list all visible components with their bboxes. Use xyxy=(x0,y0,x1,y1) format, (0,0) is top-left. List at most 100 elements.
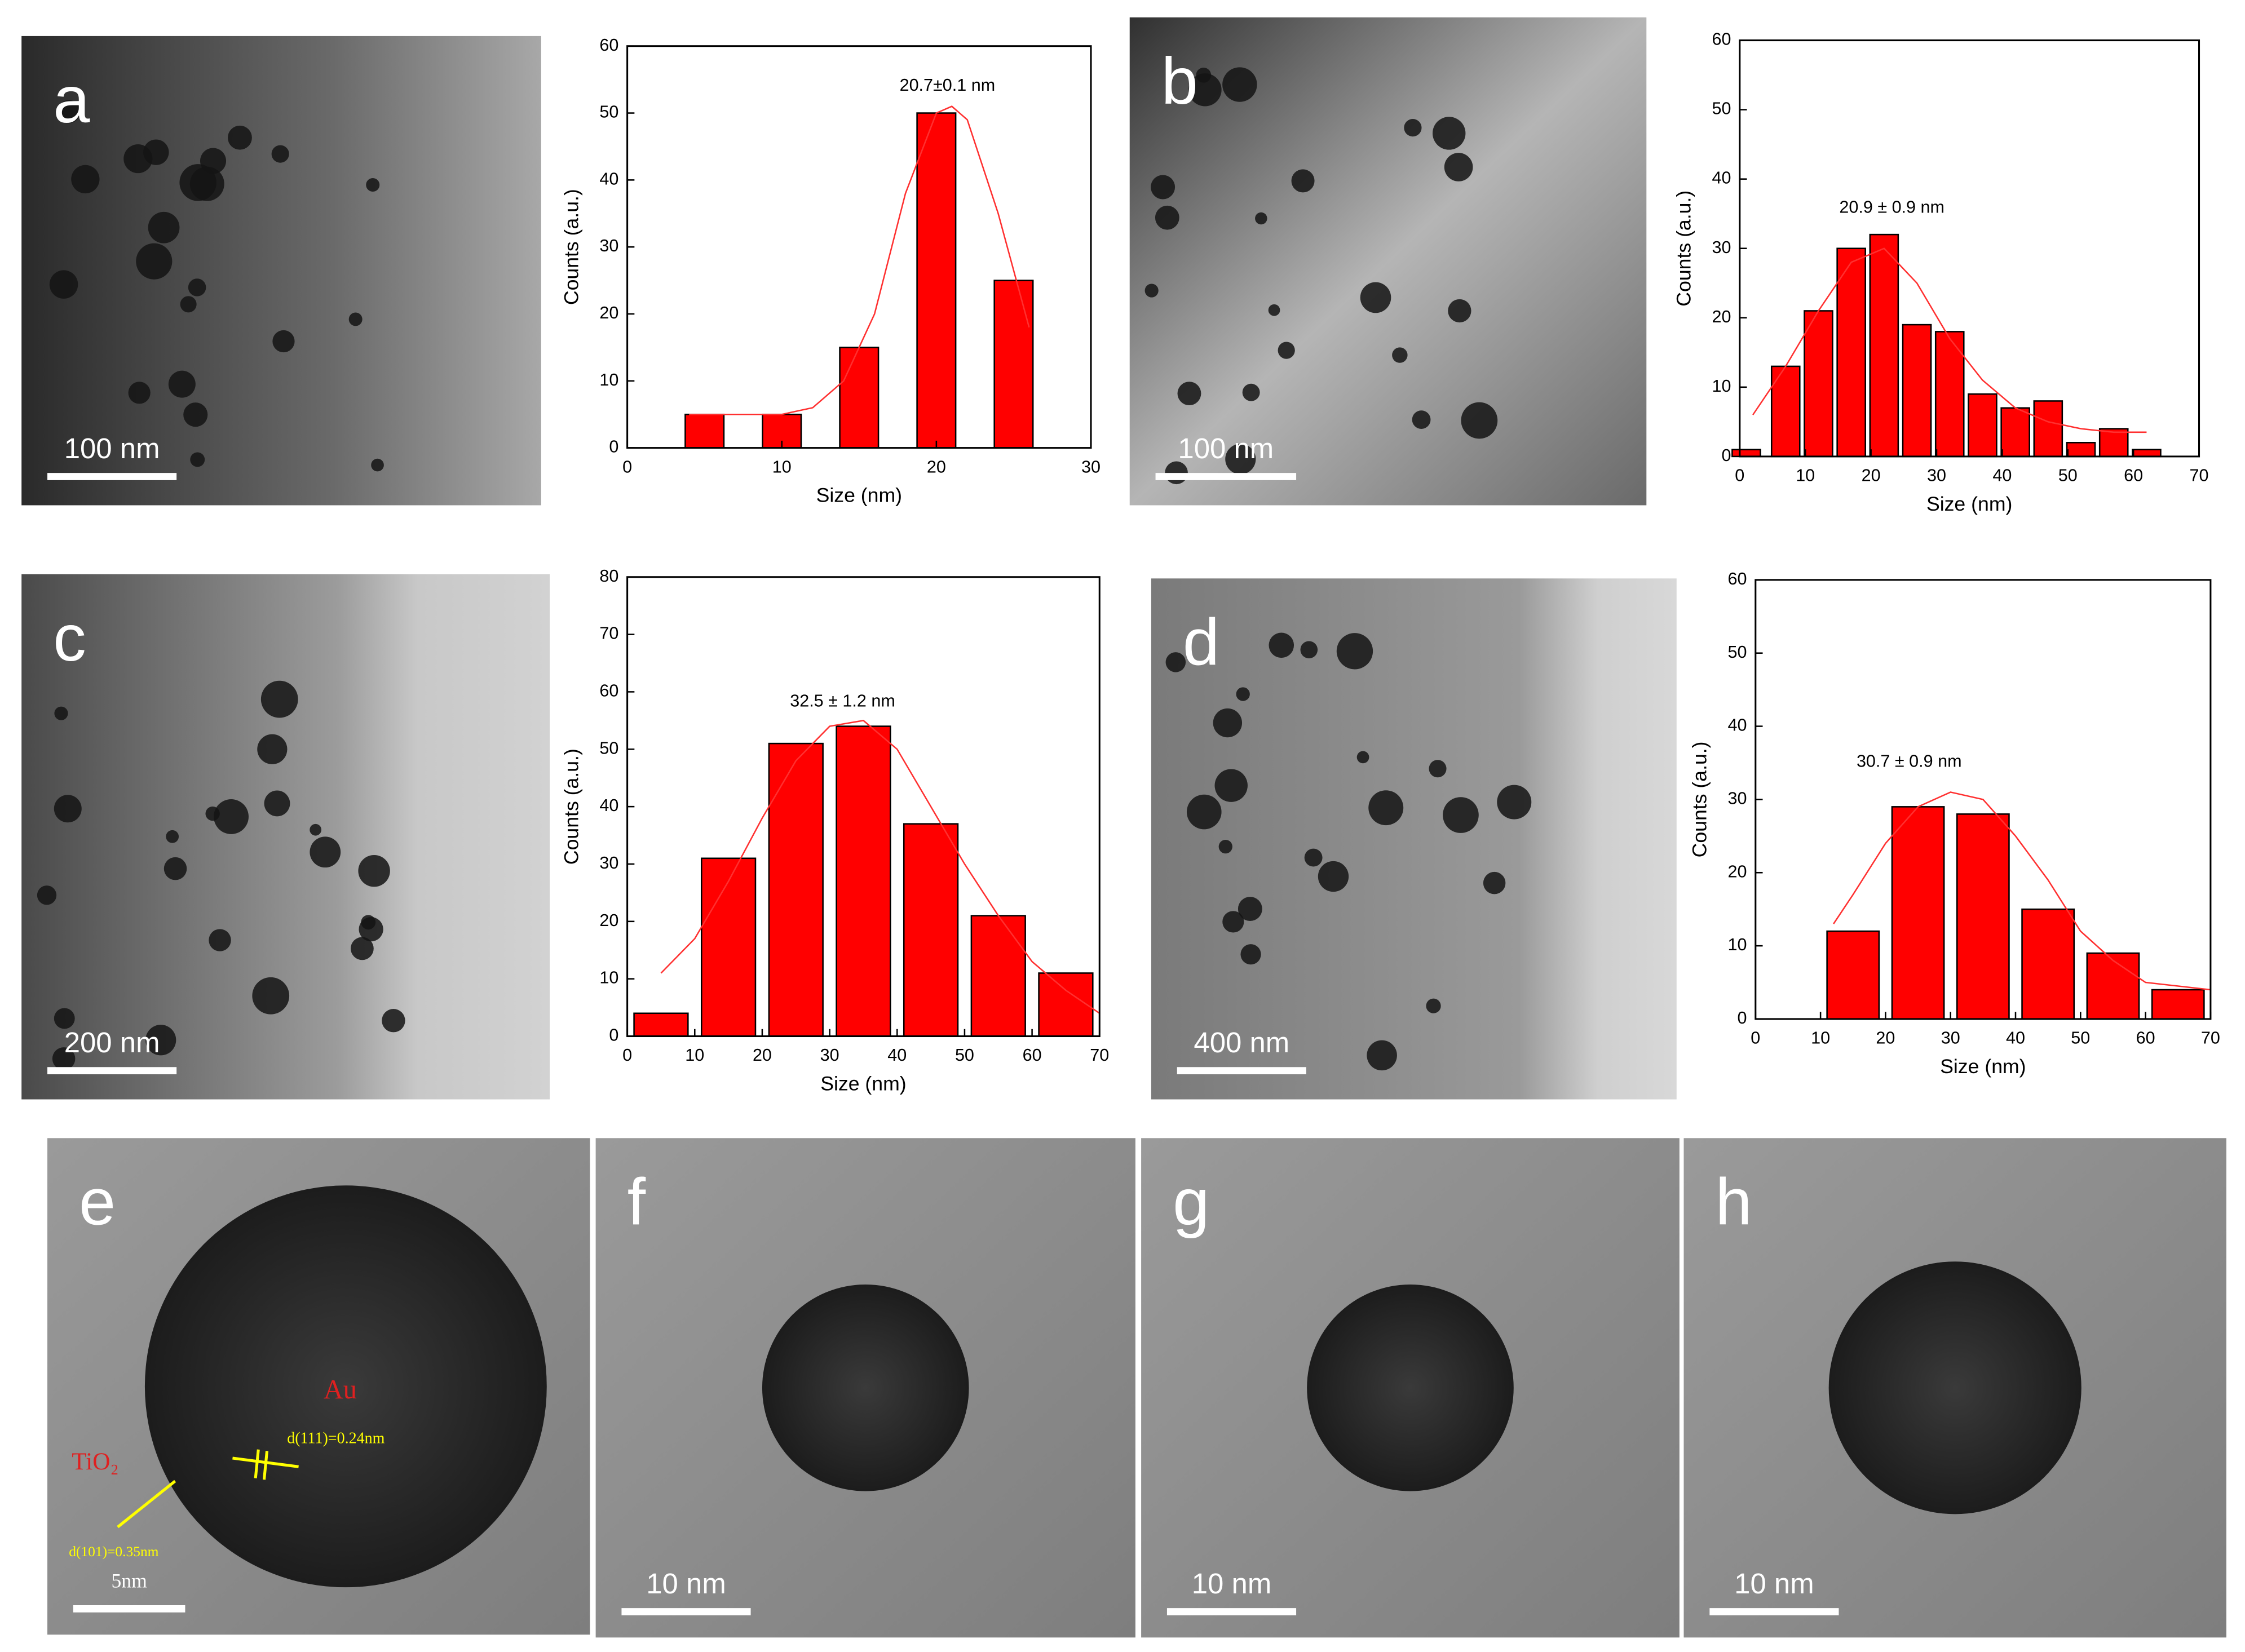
scale-bar-label: 100 nm xyxy=(1178,432,1274,464)
scale-bar-label: 10 nm xyxy=(646,1567,726,1600)
y-tick-label: 20 xyxy=(599,303,618,322)
x-tick-label: 60 xyxy=(2136,1029,2155,1048)
particle xyxy=(1461,402,1498,439)
bar xyxy=(839,347,880,449)
x-tick-label: 10 xyxy=(1796,466,1815,485)
particle xyxy=(163,857,187,880)
fit-curve xyxy=(660,720,1100,1014)
x-tick-label: 0 xyxy=(1735,466,1744,485)
bar xyxy=(2151,989,2205,1020)
y-tick-label: 30 xyxy=(1728,789,1747,808)
particle xyxy=(1483,871,1506,894)
particle xyxy=(54,706,68,720)
x-tick-label: 40 xyxy=(2006,1029,2025,1048)
y-tick-label: 10 xyxy=(599,968,618,987)
y-tick-label: 0 xyxy=(1722,446,1731,465)
y-tick-label: 10 xyxy=(1728,935,1747,954)
bar xyxy=(2021,908,2075,1020)
bar xyxy=(2086,952,2140,1020)
particle xyxy=(252,977,290,1015)
y-axis-title: Counts (a.u.) xyxy=(1688,741,1711,857)
bar xyxy=(1891,806,1945,1020)
particle xyxy=(1165,461,1188,485)
particle xyxy=(1318,861,1349,892)
bar xyxy=(970,915,1026,1037)
particle xyxy=(371,458,384,472)
nanoparticle xyxy=(1828,1261,2082,1514)
y-axis-title: Counts (a.u.) xyxy=(1672,191,1695,307)
particle xyxy=(1360,282,1391,313)
x-tick-label: 50 xyxy=(2071,1029,2090,1048)
bar xyxy=(633,1012,689,1037)
y-tick-label: 20 xyxy=(599,911,618,930)
y-tick-label: 20 xyxy=(1712,307,1731,326)
particle xyxy=(1412,410,1431,429)
tem-image xyxy=(1151,578,1677,1100)
particle xyxy=(1144,284,1159,298)
bar xyxy=(1804,310,1833,458)
particle xyxy=(1177,382,1201,406)
annotation: 20.7±0.1 nm xyxy=(900,76,996,95)
particle xyxy=(54,1008,75,1029)
particle xyxy=(54,795,82,823)
y-tick-label: 0 xyxy=(609,437,618,457)
bar xyxy=(700,857,757,1037)
particle xyxy=(1196,67,1212,83)
fit-curve xyxy=(1833,791,2211,991)
bar xyxy=(993,280,1034,449)
particle xyxy=(348,312,363,326)
particle xyxy=(1368,790,1404,826)
bar xyxy=(1956,813,2010,1020)
bar xyxy=(836,725,891,1037)
particle xyxy=(1291,169,1315,193)
x-tick-label: 50 xyxy=(2058,466,2078,485)
particle xyxy=(52,1047,76,1070)
bar xyxy=(768,742,824,1037)
particle xyxy=(1432,117,1466,150)
particle xyxy=(1188,73,1222,107)
scale-bar-label: 10 nm xyxy=(1734,1567,1814,1600)
x-tick-label: 20 xyxy=(1876,1029,1895,1048)
panel-label: f xyxy=(627,1164,646,1238)
particle xyxy=(49,270,78,299)
panel-label: c xyxy=(53,601,86,675)
y-tick-label: 80 xyxy=(599,566,618,586)
bar xyxy=(1968,393,1997,458)
particle xyxy=(1336,633,1373,670)
annotation: 30.7 ± 0.9 nm xyxy=(1857,751,1962,770)
x-tick-label: 40 xyxy=(1992,466,2012,485)
particle xyxy=(264,790,290,817)
particle xyxy=(143,139,169,165)
x-tick-label: 30 xyxy=(1941,1029,1960,1048)
particle xyxy=(1426,998,1441,1013)
particle xyxy=(1225,444,1256,475)
particle xyxy=(214,799,249,834)
x-tick-label: 10 xyxy=(1811,1029,1830,1048)
particle xyxy=(190,452,205,467)
y-tick-label: 10 xyxy=(1712,377,1731,396)
x-tick-label: 30 xyxy=(1081,457,1101,476)
scale-bar-label: 10 nm xyxy=(1192,1567,1271,1600)
fit-curve xyxy=(689,105,1030,415)
y-tick-label: 20 xyxy=(1728,862,1747,881)
particle xyxy=(1278,342,1295,359)
bar xyxy=(916,112,957,449)
nanoparticle xyxy=(1307,1284,1514,1491)
particle xyxy=(228,125,252,150)
x-tick-label: 0 xyxy=(622,1046,632,1065)
particle xyxy=(351,937,374,960)
particle xyxy=(145,1025,176,1056)
y-tick-label: 60 xyxy=(599,681,618,701)
panel-label: g xyxy=(1173,1164,1209,1238)
particle xyxy=(1497,785,1532,820)
x-tick-label: 60 xyxy=(2124,466,2143,485)
scale-bar-label: 200 nm xyxy=(64,1026,160,1058)
nanoparticle xyxy=(144,1185,547,1588)
nanoparticle xyxy=(762,1284,969,1491)
x-tick-label: 0 xyxy=(1751,1029,1760,1048)
particle xyxy=(1269,632,1294,658)
x-tick-label: 40 xyxy=(887,1046,907,1065)
particle xyxy=(188,278,206,296)
bar xyxy=(2066,442,2096,458)
particle xyxy=(260,680,298,718)
